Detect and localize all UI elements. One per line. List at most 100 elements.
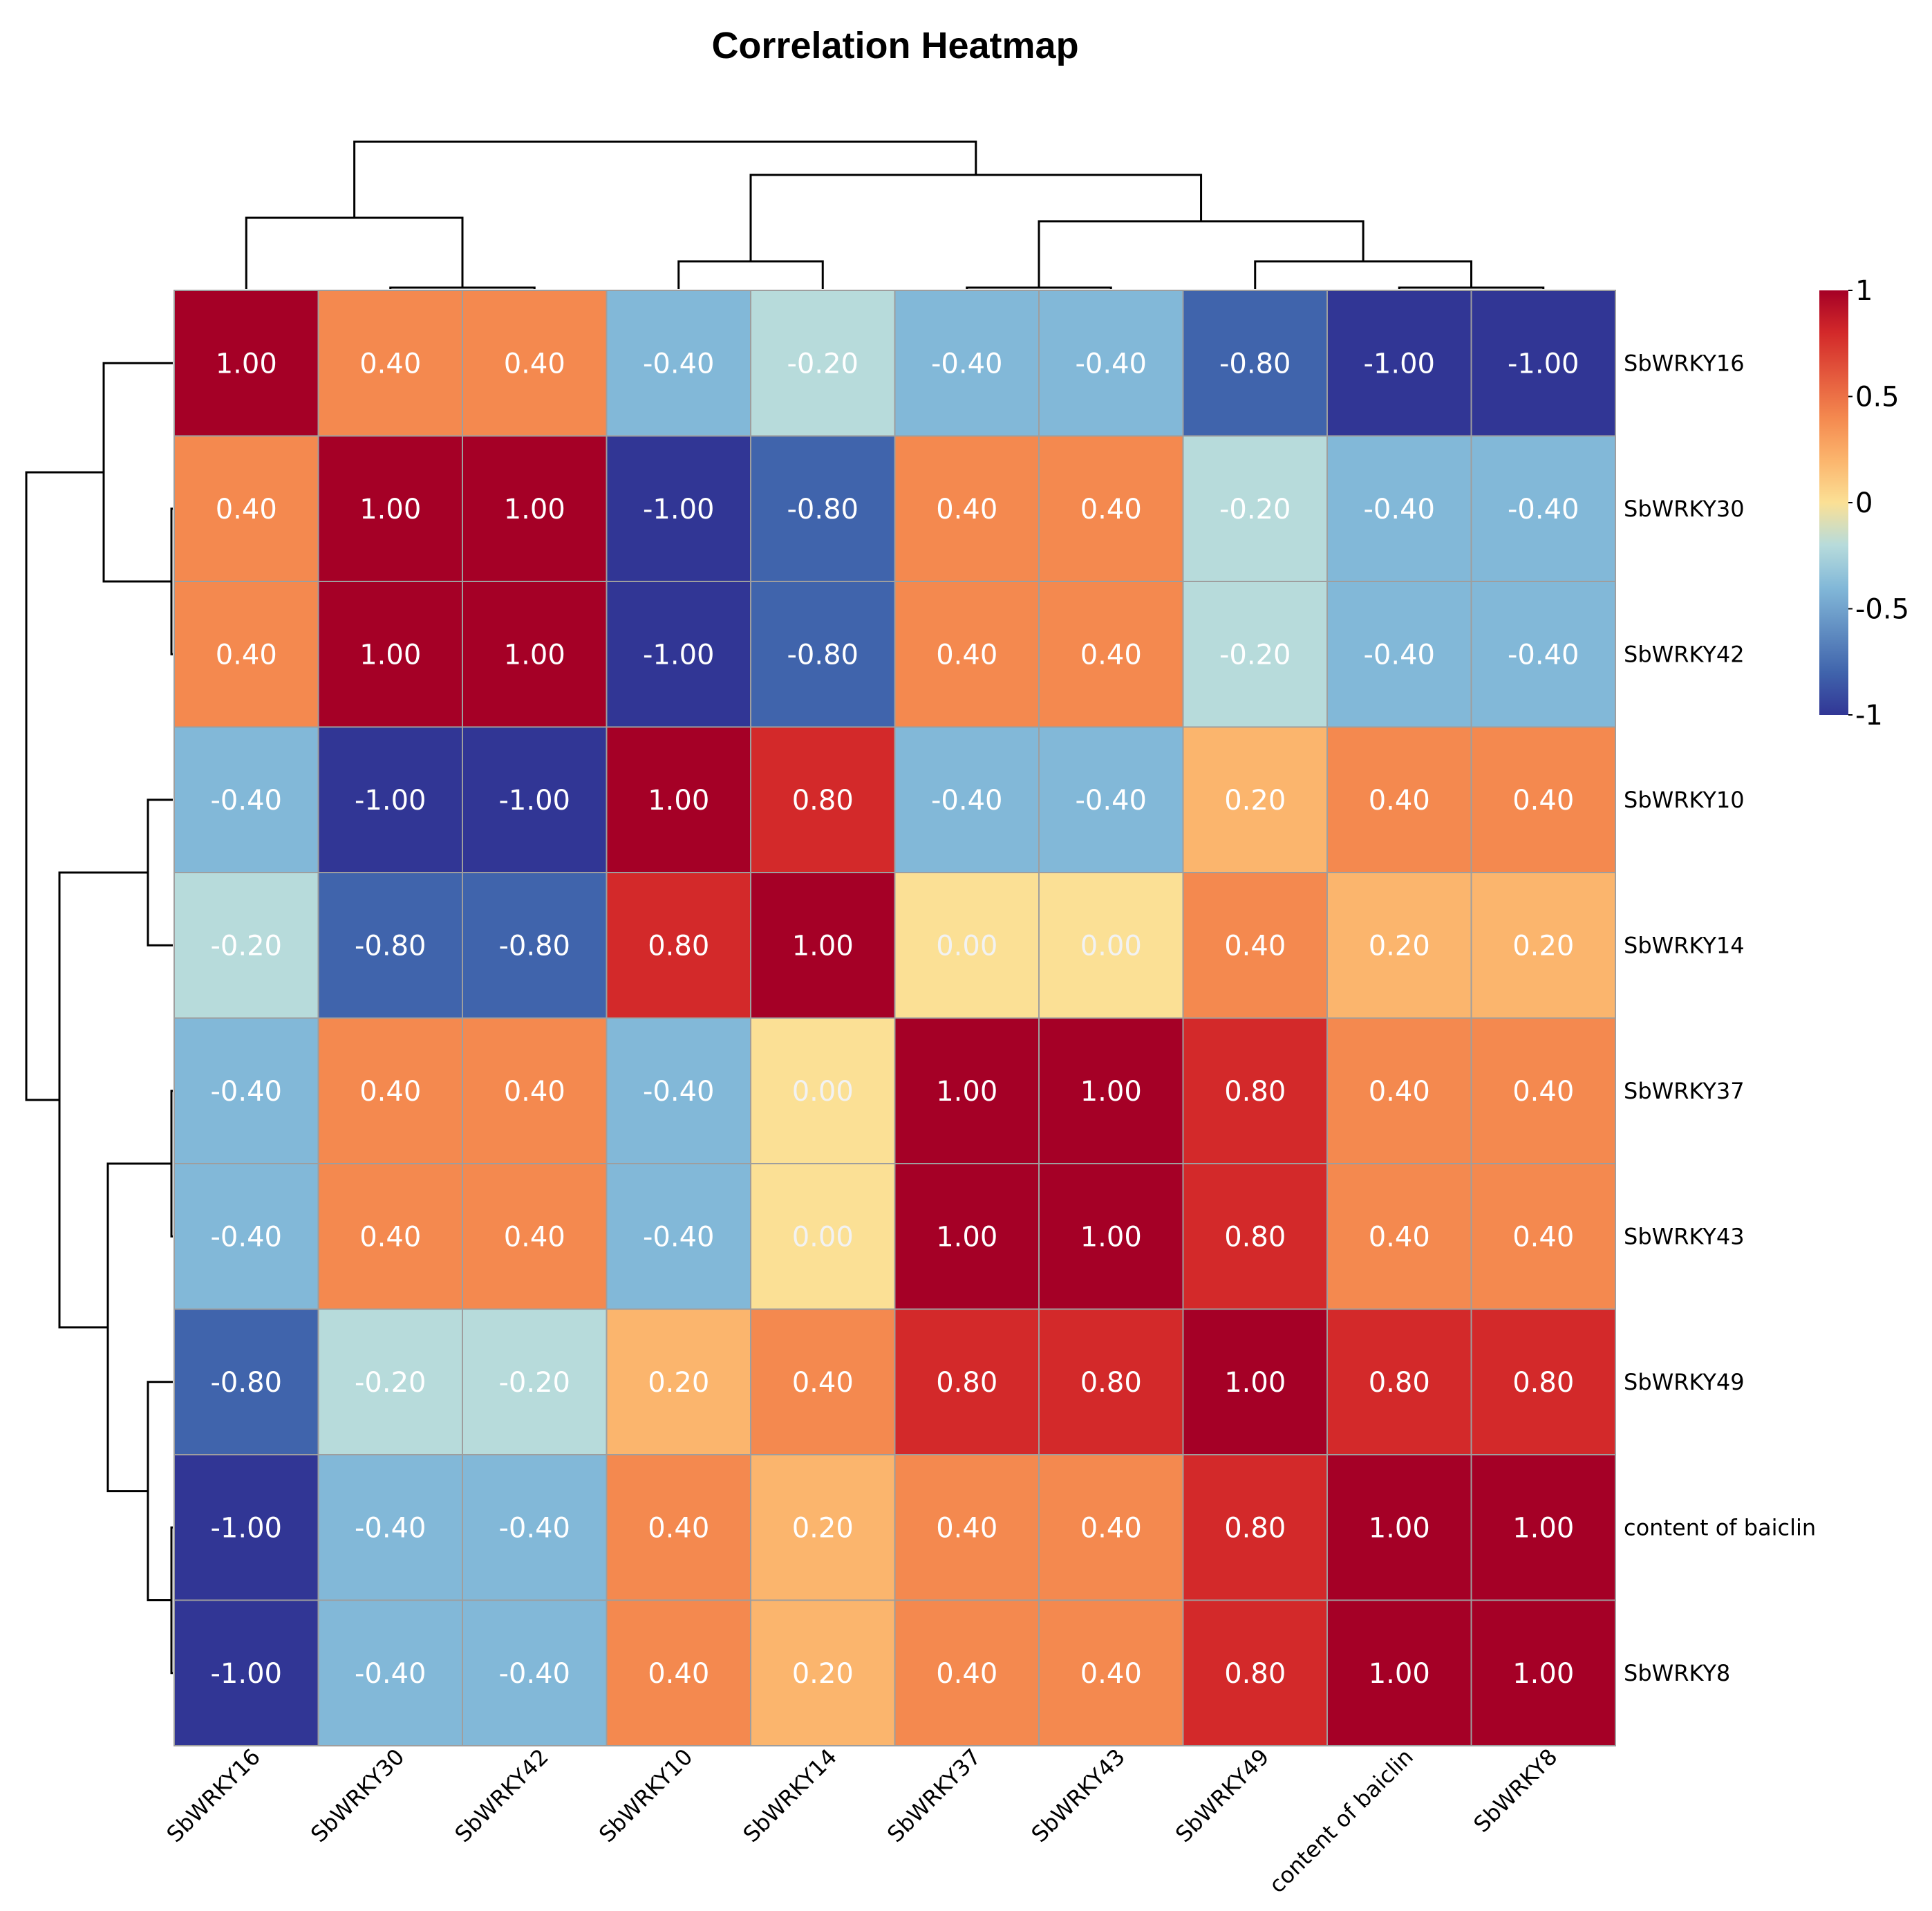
heatmap-cell [606, 1454, 751, 1601]
dendrogram-branch [966, 286, 1112, 289]
cell-value-label: 0.80 [792, 785, 854, 817]
cell-value-label: 0.40 [1369, 785, 1430, 817]
heatmap-cell [173, 1163, 319, 1310]
cell-value-label: 0.40 [216, 639, 277, 671]
dendrogram-branch [1254, 260, 1472, 289]
dendrogram-branch [102, 362, 173, 583]
cell-value-label: -0.80 [499, 930, 571, 962]
heatmap-cell [1182, 581, 1328, 728]
cell-value-label: -0.40 [931, 785, 1003, 817]
cell-value-label: 1.00 [1369, 1512, 1430, 1544]
legend-tick-label: -1 [1855, 700, 1883, 731]
cell-value-label: 0.40 [1512, 1221, 1574, 1253]
heatmap-cell [462, 872, 608, 1019]
heatmap-cell [750, 726, 896, 873]
cell-value-label: -1.00 [643, 639, 715, 671]
heatmap-cell [1038, 581, 1184, 728]
heatmap-cell [894, 1599, 1040, 1746]
cell-value-label: 0.00 [792, 1221, 854, 1253]
heatmap-cell [462, 1308, 608, 1455]
heatmap-cell [1182, 726, 1328, 873]
color-legend-bar [1819, 290, 1848, 715]
row-label: SbWRKY37 [1624, 1078, 1745, 1104]
cell-value-label: -0.40 [499, 1658, 571, 1690]
dendrogram-branch [25, 471, 104, 1101]
heatmap-cell [1038, 435, 1184, 582]
cell-value-label: -0.40 [1508, 639, 1579, 671]
row-label: SbWRKY8 [1624, 1660, 1730, 1686]
cell-value-label: 0.80 [1224, 1512, 1286, 1544]
cell-value-label: 0.80 [936, 1367, 997, 1399]
heatmap-cell [750, 1017, 896, 1164]
cell-value-label: 0.20 [792, 1658, 854, 1690]
cell-value-label: 0.80 [1080, 1367, 1142, 1399]
cell-value-label: -0.40 [1508, 494, 1579, 525]
cell-value-label: 0.40 [648, 1512, 709, 1544]
cell-value-label: -1.00 [355, 785, 426, 817]
heatmap-cell [1038, 872, 1184, 1019]
heatmap-cell [462, 290, 608, 437]
heatmap-cell [317, 581, 463, 728]
column-dendrogram [245, 140, 1545, 289]
cell-value-label: 1.00 [1369, 1658, 1430, 1690]
heatmap-cell [606, 1308, 751, 1455]
heatmap-cell [1182, 435, 1328, 582]
dendrogram-branch [170, 1090, 173, 1238]
cell-value-label: -0.40 [643, 348, 715, 380]
cell-value-label: 0.40 [792, 1367, 854, 1399]
heatmap-cell [317, 290, 463, 437]
cell-value-label: 0.40 [1080, 1512, 1142, 1544]
row-labels: SbWRKY16 SbWRKY30 SbWRKY42 SbWRKY10 SbWRKY14… [1624, 350, 1816, 1686]
heatmap-cell [173, 290, 319, 437]
column-label: SbWRKY10 [594, 1744, 697, 1847]
heatmap-cell [1326, 1308, 1472, 1455]
cell-value-label: -0.40 [499, 1512, 571, 1544]
heatmap-cell [894, 872, 1040, 1019]
heatmap-cell [1326, 435, 1472, 582]
cell-value-label: 1.00 [359, 639, 421, 671]
heatmap-cell [894, 290, 1040, 437]
dendrogram-branch [1398, 286, 1545, 289]
cell-value-label: -1.00 [211, 1658, 283, 1690]
cell-value-label: 1.00 [1080, 1076, 1142, 1108]
cell-value-label: 0.20 [1512, 930, 1574, 962]
cell-value-label: 0.40 [1369, 1221, 1430, 1253]
dendrogram-branch [677, 260, 824, 289]
heatmap-cell [1470, 1308, 1616, 1455]
legend-tick-label: 0.5 [1855, 382, 1900, 413]
cell-value-label: -0.40 [1076, 348, 1147, 380]
heatmap-cell [894, 726, 1040, 873]
legend-tick-label: -0.5 [1855, 594, 1909, 626]
heatmap-cell [1470, 290, 1616, 437]
column-label: SbWRKY30 [306, 1744, 409, 1847]
cell-value-label: 0.80 [1512, 1367, 1574, 1399]
cell-value-label: -0.40 [211, 1221, 283, 1253]
heatmap-cell [1038, 1163, 1184, 1310]
dendrogram-branch [749, 174, 1203, 261]
cell-value-label: 1.00 [936, 1221, 997, 1253]
heatmap-cell [1326, 726, 1472, 873]
heatmap-cell [1470, 1599, 1616, 1746]
cell-value-label: 1.00 [648, 785, 709, 817]
heatmap-cell [606, 1599, 751, 1746]
row-dendrogram [25, 362, 173, 1675]
cell-value-label: 1.00 [1080, 1221, 1142, 1253]
heatmap-cell [462, 581, 608, 728]
heatmap-cell [173, 1017, 319, 1164]
cell-value-label: -0.20 [1219, 639, 1291, 671]
cell-value-label: -0.40 [931, 348, 1003, 380]
chart-title: Correlation Heatmap [711, 25, 1078, 66]
heatmap-cell [750, 290, 896, 437]
dendrogram-branch [1038, 220, 1364, 288]
cell-value-label: 0.40 [1080, 494, 1142, 525]
heatmap-cell [1326, 872, 1472, 1019]
heatmap-cell [317, 1599, 463, 1746]
column-label: SbWRKY43 [1026, 1744, 1130, 1847]
row-label: SbWRKY42 [1624, 641, 1745, 667]
heatmap-cell [1470, 1163, 1616, 1310]
cell-value-label: -0.80 [1219, 348, 1291, 380]
cell-value-label: -0.20 [211, 930, 283, 962]
row-label: SbWRKY49 [1624, 1369, 1745, 1395]
heatmap-cell [173, 726, 319, 873]
